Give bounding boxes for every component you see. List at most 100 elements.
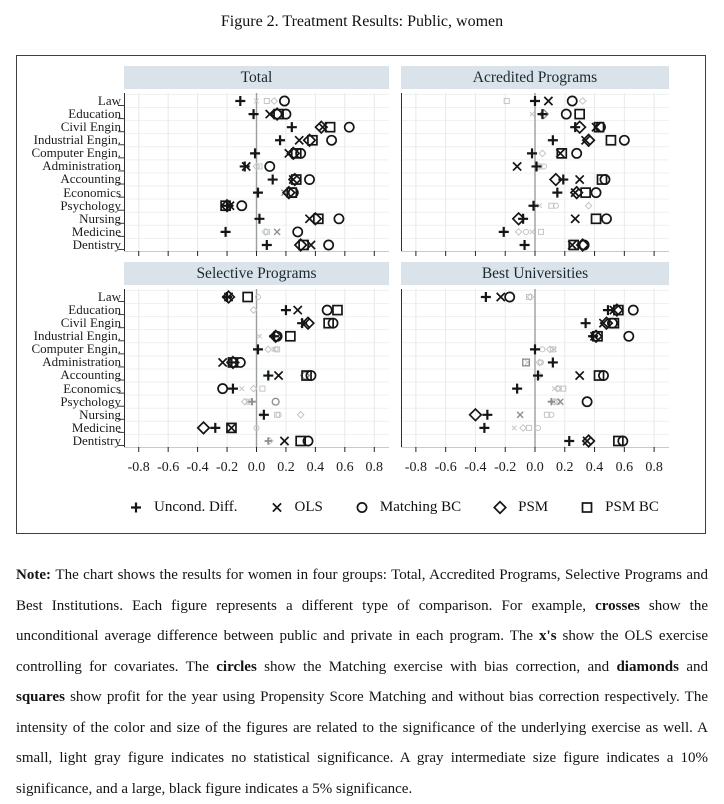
markers <box>220 95 355 252</box>
xtick-label: -0.8 <box>128 460 150 475</box>
marker-square <box>290 148 302 159</box>
marker-x <box>253 98 260 104</box>
marker-x <box>598 318 609 328</box>
category-label: Law <box>97 289 121 304</box>
marker-circle <box>571 147 583 159</box>
marker-diamond <box>526 293 535 301</box>
marker-cross <box>479 422 490 433</box>
panel-title-best: Best Universities <box>401 262 669 285</box>
legend-item-circle: Matching BC <box>353 498 461 516</box>
marker-x <box>529 111 535 117</box>
note-bold-text: crosses <box>595 597 640 614</box>
marker-diamond <box>548 172 563 187</box>
marker-x <box>256 333 263 339</box>
marker-circle <box>504 291 516 303</box>
plot-best: -0.8 -0.6 -0.4 -0.2 0.0 0.2 0.4 0.6 0.8 <box>401 289 669 475</box>
category-label: Education <box>68 302 121 318</box>
marker-circle <box>627 304 639 316</box>
marker-x <box>543 96 554 106</box>
marker-circle <box>271 397 280 406</box>
marker-diamond <box>296 410 305 419</box>
marker-cross <box>531 161 542 172</box>
marker-diamond <box>268 329 283 344</box>
marker-x <box>551 385 558 392</box>
legend-item-cross: Uncond. Diff. <box>127 498 238 516</box>
legend-diamond-icon <box>493 500 508 515</box>
legend-circle-icon <box>356 502 368 513</box>
xtick-label: 0.6 <box>336 460 354 475</box>
marker-circle <box>236 200 248 212</box>
marker-circle <box>302 435 314 447</box>
marker-cross <box>131 502 142 513</box>
marker-square <box>593 370 605 381</box>
xtick-label: 0.8 <box>366 460 384 475</box>
note-bold-text: x's <box>539 628 557 644</box>
marker-cross <box>530 96 540 106</box>
marker-square <box>256 163 263 170</box>
marker-square <box>332 304 343 316</box>
marker-cross <box>547 398 556 406</box>
note-plain-text: and <box>678 658 708 675</box>
marker-x <box>574 174 585 185</box>
panel-title-acredited: Acredited Programs <box>401 66 669 89</box>
marker-diamond <box>270 97 279 105</box>
category-label: Medicine <box>71 419 121 435</box>
marker-diamond <box>270 107 285 122</box>
marker-circle <box>356 502 368 513</box>
marker-cross <box>252 344 263 355</box>
category-label: Dentistry <box>72 432 121 448</box>
marker-x <box>551 346 558 353</box>
category-label: Dentistry <box>72 236 121 252</box>
marker-cross <box>518 213 529 224</box>
category-label: Industrial Engin. <box>33 132 121 148</box>
marker-x <box>245 399 251 405</box>
marker-diamond <box>468 407 483 422</box>
marker-circle <box>606 317 618 329</box>
marker-cross <box>235 96 246 106</box>
marker-diamond <box>252 162 261 171</box>
xtick-label: -0.4 <box>464 460 486 475</box>
marker-x <box>570 214 580 224</box>
xtick-label: -0.8 <box>405 460 427 475</box>
category-label: Economics <box>63 380 121 396</box>
xtick-label: 0.0 <box>248 460 266 475</box>
marker-square <box>226 422 237 434</box>
marker-x <box>273 228 281 236</box>
marker-diamond <box>221 290 236 304</box>
marker-cross <box>248 398 256 406</box>
marker-diamond <box>196 420 211 435</box>
marker-square <box>298 239 309 251</box>
category-label: Computer Engin. <box>31 341 121 357</box>
plot-acredited <box>401 93 669 256</box>
marker-diamond <box>575 238 590 252</box>
marker-diamond <box>249 384 258 393</box>
xtick-label: 0.4 <box>307 460 325 475</box>
marker-diamond <box>249 306 258 315</box>
legend-x-icon <box>271 502 282 513</box>
marker-x <box>582 436 592 446</box>
marker-x <box>288 174 299 185</box>
note-plain-text: show the unconditional average differenc… <box>16 597 708 645</box>
category-label: Psychology <box>60 197 121 213</box>
xtick-label: -0.4 <box>187 460 209 475</box>
marker-x <box>556 398 564 406</box>
marker-circle <box>548 411 555 418</box>
marker-cross <box>263 370 274 381</box>
note-plain-text: show profit for the year using Propensit… <box>16 689 708 797</box>
xtick-label: 0.2 <box>556 460 574 475</box>
plot-selective: -0.8 -0.6 -0.4 -0.2 0.0 0.2 0.4 0.6 0.8 <box>118 289 389 475</box>
marker-x <box>567 240 577 250</box>
marker-circle <box>581 396 593 408</box>
legend-label: PSM BC <box>605 498 659 515</box>
category-label: Accounting <box>60 367 121 383</box>
marker-x <box>265 109 275 119</box>
category-axis-top: Law Education Civil Engin Industrial Engin.… <box>17 94 123 251</box>
marker-diamond <box>514 227 523 236</box>
marker-x <box>293 305 303 315</box>
legend: Uncond. Diff. OLS Matching BC PSM PSM BC <box>113 493 673 521</box>
marker-circle <box>566 95 578 107</box>
marker-x <box>512 161 522 172</box>
marker-circle <box>275 411 282 418</box>
marker-circle <box>623 330 635 342</box>
marker-diamond <box>578 97 587 105</box>
